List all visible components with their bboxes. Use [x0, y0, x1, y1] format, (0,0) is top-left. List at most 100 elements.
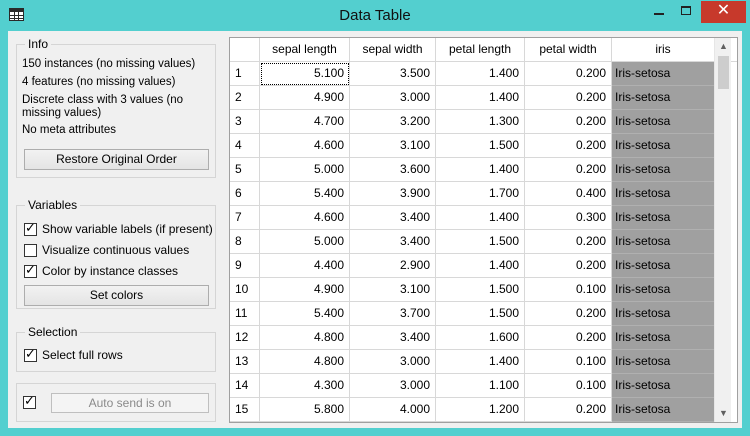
table-cell[interactable]: 0.100: [525, 278, 612, 302]
checkbox-box[interactable]: ✓: [23, 394, 36, 409]
scroll-down-icon[interactable]: ▼: [719, 408, 728, 418]
table-cell[interactable]: 5.400: [260, 302, 350, 326]
table-cell[interactable]: 1.500: [436, 230, 525, 254]
class-cell[interactable]: Iris-setosa: [612, 206, 714, 230]
table-cell[interactable]: 3.700: [350, 302, 436, 326]
table-cell[interactable]: 1.200: [436, 398, 525, 422]
table-cell[interactable]: 0.200: [525, 134, 612, 158]
row-index[interactable]: 7: [230, 206, 260, 230]
table-cell[interactable]: 1.300: [436, 110, 525, 134]
row-index[interactable]: 15: [230, 398, 260, 422]
table-cell[interactable]: 4.000: [350, 398, 436, 422]
table-cell[interactable]: 4.600: [260, 206, 350, 230]
table-cell[interactable]: 0.300: [525, 206, 612, 230]
table-cell[interactable]: 3.400: [350, 206, 436, 230]
table-cell[interactable]: 0.100: [525, 350, 612, 374]
checkbox-box[interactable]: [24, 244, 37, 257]
table-cell[interactable]: 3.000: [350, 350, 436, 374]
checkbox-box[interactable]: ✓: [24, 263, 37, 278]
table-cell[interactable]: 5.400: [260, 182, 350, 206]
auto-send-button[interactable]: Auto send is on: [51, 393, 209, 413]
scrollbar-thumb[interactable]: [718, 56, 729, 89]
close-button[interactable]: ✕: [701, 1, 746, 23]
table-row[interactable]: 3 4.700 3.200 1.300 0.200 Iris-setosa: [230, 110, 737, 134]
table-cell[interactable]: 4.800: [260, 350, 350, 374]
table-cell[interactable]: 1.500: [436, 302, 525, 326]
table-cell[interactable]: 1.500: [436, 134, 525, 158]
row-index[interactable]: 3: [230, 110, 260, 134]
table-cell[interactable]: 3.000: [350, 86, 436, 110]
table-cell[interactable]: 3.000: [350, 374, 436, 398]
class-cell[interactable]: Iris-setosa: [612, 374, 714, 398]
column-header-sepal-length[interactable]: sepal length: [260, 38, 350, 61]
table-cell[interactable]: 4.900: [260, 278, 350, 302]
table-cell[interactable]: 3.600: [350, 158, 436, 182]
table-cell[interactable]: 0.200: [525, 398, 612, 422]
restore-original-order-button[interactable]: Restore Original Order: [24, 149, 209, 170]
checkbox-box[interactable]: ✓: [24, 347, 37, 362]
table-cell[interactable]: 1.400: [436, 86, 525, 110]
data-table[interactable]: sepal length sepal width petal length pe…: [229, 37, 738, 423]
table-row[interactable]: 11 5.400 3.700 1.500 0.200 Iris-setosa: [230, 302, 737, 326]
row-index[interactable]: 9: [230, 254, 260, 278]
class-cell[interactable]: Iris-setosa: [612, 302, 714, 326]
table-cell[interactable]: 3.500: [350, 62, 436, 86]
table-cell[interactable]: 0.200: [525, 62, 612, 86]
table-cell[interactable]: 4.300: [260, 374, 350, 398]
column-header-sepal-width[interactable]: sepal width: [350, 38, 436, 61]
class-cell[interactable]: Iris-setosa: [612, 278, 714, 302]
table-cell[interactable]: 4.700: [260, 110, 350, 134]
class-cell[interactable]: Iris-setosa: [612, 230, 714, 254]
row-index[interactable]: 10: [230, 278, 260, 302]
table-cell[interactable]: 1.100: [436, 374, 525, 398]
table-cell[interactable]: 0.400: [525, 182, 612, 206]
table-row[interactable]: 6 5.400 3.900 1.700 0.400 Iris-setosa: [230, 182, 737, 206]
table-row[interactable]: 15 5.800 4.000 1.200 0.200 Iris-setosa: [230, 398, 737, 422]
row-index[interactable]: 1: [230, 62, 260, 86]
class-cell[interactable]: Iris-setosa: [612, 398, 714, 422]
table-cell[interactable]: 0.200: [525, 254, 612, 278]
table-cell[interactable]: 3.400: [350, 230, 436, 254]
table-cell[interactable]: 3.400: [350, 326, 436, 350]
table-cell[interactable]: 0.200: [525, 302, 612, 326]
table-cell[interactable]: 0.200: [525, 158, 612, 182]
table-cell[interactable]: 5.000: [260, 158, 350, 182]
table-row[interactable]: 4 4.600 3.100 1.500 0.200 Iris-setosa: [230, 134, 737, 158]
row-index[interactable]: 14: [230, 374, 260, 398]
scroll-up-icon[interactable]: ▲: [719, 41, 728, 51]
table-cell[interactable]: 1.500: [436, 278, 525, 302]
table-row[interactable]: 2 4.900 3.000 1.400 0.200 Iris-setosa: [230, 86, 737, 110]
table-cell[interactable]: 1.700: [436, 182, 525, 206]
row-index[interactable]: 12: [230, 326, 260, 350]
table-cell[interactable]: 3.900: [350, 182, 436, 206]
table-cell[interactable]: 0.200: [525, 326, 612, 350]
column-header-iris[interactable]: iris: [655, 42, 671, 56]
column-header-petal-length[interactable]: petal length: [436, 38, 525, 61]
class-cell[interactable]: Iris-setosa: [612, 254, 714, 278]
table-cell[interactable]: 5.800: [260, 398, 350, 422]
table-row[interactable]: 7 4.600 3.400 1.400 0.300 Iris-setosa: [230, 206, 737, 230]
table-cell[interactable]: 4.400: [260, 254, 350, 278]
vertical-scrollbar[interactable]: ▲ ▼: [714, 38, 731, 422]
table-cell[interactable]: 0.200: [525, 86, 612, 110]
class-cell[interactable]: Iris-setosa: [612, 350, 714, 374]
table-cell[interactable]: 5.000: [260, 230, 350, 254]
table-cell[interactable]: 1.400: [436, 206, 525, 230]
class-cell[interactable]: Iris-setosa: [612, 326, 714, 350]
corner-header[interactable]: [230, 38, 260, 61]
row-index[interactable]: 11: [230, 302, 260, 326]
class-cell[interactable]: Iris-setosa: [612, 86, 714, 110]
table-cell[interactable]: 0.100: [525, 374, 612, 398]
minimize-button[interactable]: [645, 1, 673, 23]
table-cell[interactable]: 1.400: [436, 158, 525, 182]
set-colors-button[interactable]: Set colors: [24, 285, 209, 306]
class-cell[interactable]: Iris-setosa: [612, 110, 714, 134]
table-row[interactable]: 14 4.300 3.000 1.100 0.100 Iris-setosa: [230, 374, 737, 398]
table-row[interactable]: 9 4.400 2.900 1.400 0.200 Iris-setosa: [230, 254, 737, 278]
table-cell[interactable]: 3.100: [350, 278, 436, 302]
table-cell[interactable]: 3.200: [350, 110, 436, 134]
table-cell[interactable]: 5.100: [260, 62, 350, 86]
row-index[interactable]: 6: [230, 182, 260, 206]
class-cell[interactable]: Iris-setosa: [612, 158, 714, 182]
maximize-button[interactable]: [673, 1, 700, 23]
